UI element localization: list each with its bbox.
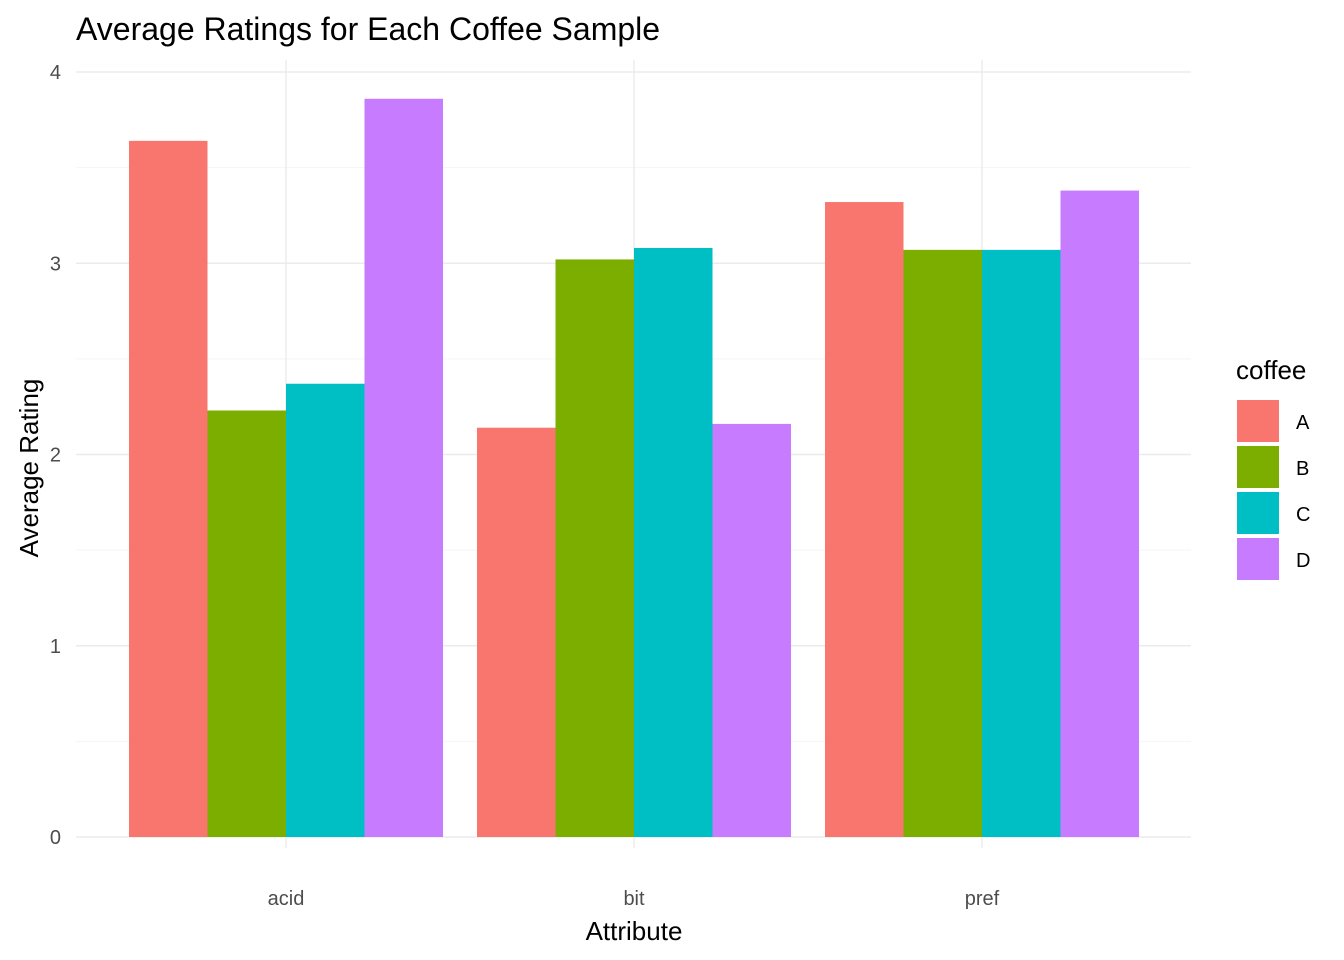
y-tick-label: 4 [50,62,61,84]
y-axis-title: Average Rating [14,379,44,558]
bar-bit-D [712,423,791,837]
legend-title: coffee [1236,355,1306,385]
y-tick-label: 2 [50,445,61,467]
bar-pref-B [903,249,982,838]
y-tick-label: 3 [50,253,61,275]
bar-pref-D [1060,190,1139,837]
y-axis-ticks: 0 1 2 3 4 [50,62,61,849]
chart-title: Average Ratings for Each Coffee Sample [76,11,660,47]
legend-label-A: A [1296,412,1310,434]
x-tick-label: pref [965,888,1000,910]
bar-acid-A [129,140,208,838]
bar-pref-C [982,249,1061,838]
legend-key-B [1237,446,1279,488]
legend-label-B: B [1296,458,1309,480]
bar-bit-B [555,259,634,837]
legend: coffee A B C D [1236,355,1310,580]
y-tick-label: 0 [50,827,61,849]
bar-bit-C [634,247,713,837]
bar-acid-D [364,98,443,837]
legend-label-C: C [1296,504,1310,526]
bar-bit-A [477,427,556,837]
legend-key-A [1237,400,1279,442]
x-axis-ticks: acid bit pref [268,888,1000,910]
bars [129,98,1139,838]
bar-acid-B [207,410,286,837]
bar-acid-C [286,383,365,837]
y-tick-label: 1 [50,636,61,658]
x-axis-title: Attribute [586,916,683,946]
bar-pref-A [825,202,904,838]
legend-label-D: D [1296,550,1310,572]
legend-key-C [1237,492,1279,534]
x-tick-label: bit [623,888,645,910]
x-tick-label: acid [268,888,305,910]
legend-key-D [1237,538,1279,580]
